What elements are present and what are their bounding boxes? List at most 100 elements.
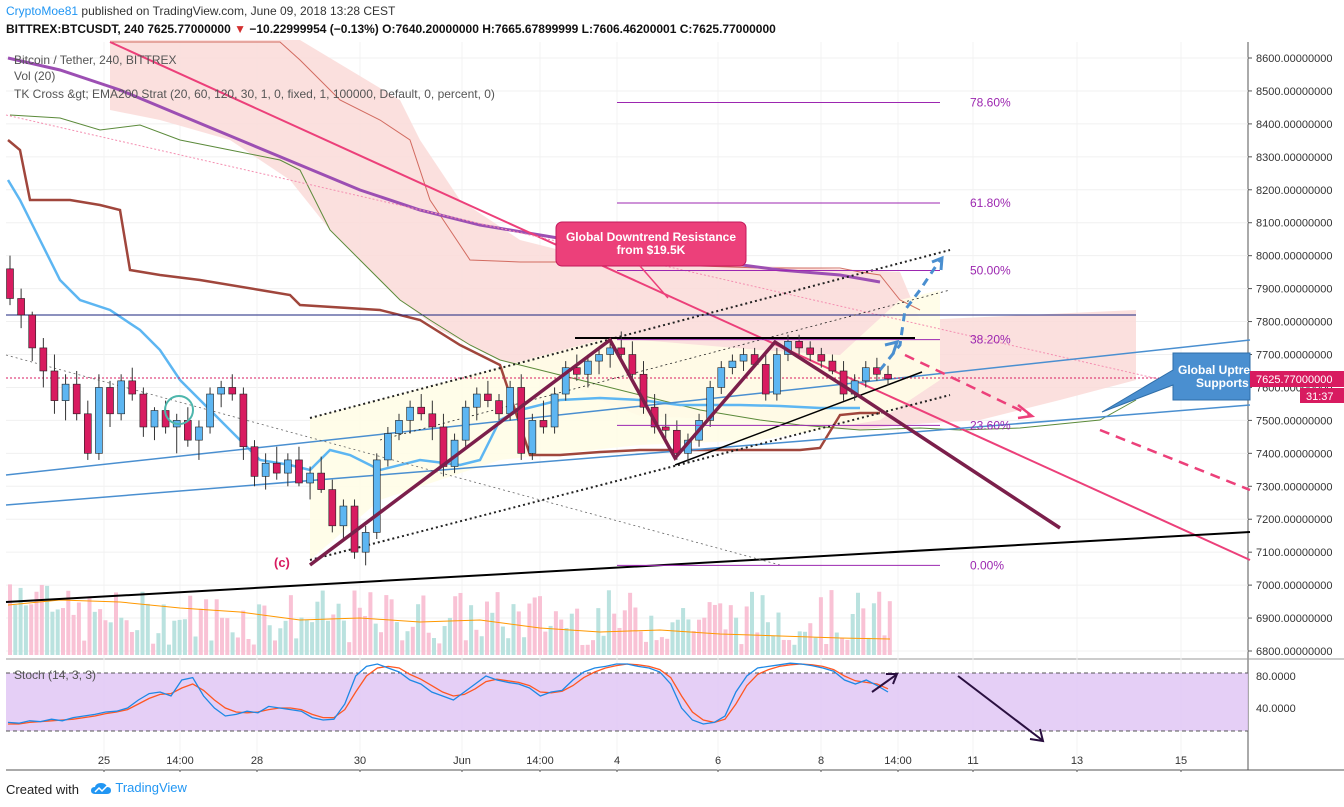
price-axis[interactable]: 8600.00000000 8500.00000000 8400.00000000 8…	[1248, 53, 1332, 658]
time-tick-label: 6	[715, 755, 721, 767]
candle-body	[72, 383, 81, 415]
stoch-arrows	[871, 673, 1045, 743]
candle-body	[761, 364, 770, 395]
candle-body	[517, 387, 526, 454]
candle-body	[673, 429, 681, 454]
volume-bars	[7, 584, 892, 655]
price-tick-label: 8400.00000000	[1256, 119, 1332, 131]
candle-body	[295, 459, 303, 484]
price-tick-label: 7400.00000000	[1256, 448, 1332, 460]
candle-body	[628, 354, 637, 375]
last-price-label: 7625.77000000	[1256, 374, 1332, 386]
candle-body	[228, 387, 237, 395]
ohlc-values: O:7640.20000000 H:7665.67899999 L:7606.4…	[382, 22, 776, 36]
wave-c-label: (c)	[274, 555, 290, 570]
price-tick-label: 7500.00000000	[1256, 415, 1332, 427]
candle-body	[317, 472, 325, 490]
fib-level-label: 61.80%	[970, 196, 1011, 210]
price-tick-label: 7100.00000000	[1256, 547, 1332, 559]
tradingview-logo-link[interactable]: TradingView	[90, 780, 187, 796]
candle-body	[472, 393, 481, 408]
candle-body	[706, 387, 714, 421]
fib-level-label: 38.20%	[970, 333, 1011, 347]
candle-body	[17, 298, 25, 316]
candle-body	[239, 393, 248, 448]
candle-body	[250, 446, 259, 477]
candle-body	[606, 347, 614, 355]
price-tick-label: 7900.00000000	[1256, 284, 1332, 296]
time-tick-label: 4	[614, 755, 620, 767]
volume-legend: Vol (20)	[14, 69, 55, 83]
candle-body	[795, 341, 803, 349]
last-price-tag: 7625.77000000 31:37	[1250, 371, 1344, 403]
price-tick-label: 7200.00000000	[1256, 514, 1332, 526]
stoch-lines	[7, 662, 889, 725]
author-link[interactable]: CryptoMoe81	[6, 4, 79, 18]
support-line-2: Supports	[1196, 376, 1249, 390]
fib-level-label: 50.00%	[970, 263, 1011, 277]
candle-body	[739, 354, 748, 362]
candle-body	[139, 393, 148, 428]
candle-body	[861, 367, 870, 382]
publish-line: CryptoMoe81 published on TradingView.com…	[6, 4, 395, 18]
price-tick-label: 6800.00000000	[1256, 646, 1332, 658]
candle-body	[439, 426, 448, 467]
published-text: published on TradingView.com, June 09, 2…	[81, 4, 396, 18]
candle-body	[806, 347, 815, 355]
time-tick-label: 30	[354, 755, 366, 767]
price-change: −10.22999954 (−0.13%)	[249, 22, 379, 36]
time-tick-label: 25	[98, 755, 110, 767]
candle-body	[361, 532, 370, 553]
fib-level-label: 0.00%	[970, 558, 1004, 572]
created-with-text: Created with	[6, 782, 79, 797]
candle-body	[728, 360, 737, 368]
candle-body	[461, 406, 470, 441]
price-tick-label: 8000.00000000	[1256, 251, 1332, 263]
indicator-lines	[6, 56, 881, 472]
down-arrow-icon: ▼	[234, 22, 247, 36]
price-tick-label: 8200.00000000	[1256, 185, 1332, 197]
candle-body	[395, 420, 403, 434]
candle-body	[506, 387, 514, 415]
time-tick-label: Jun	[453, 755, 471, 767]
candle-body	[117, 380, 125, 415]
candle-body	[873, 367, 881, 375]
footer: Created with TradingView	[0, 772, 1344, 807]
candle-body	[528, 420, 537, 454]
candle-body	[372, 459, 381, 533]
candle-body	[595, 354, 603, 362]
price-tick-label: 8300.00000000	[1256, 152, 1332, 164]
candle-body	[406, 406, 414, 421]
candle-body	[817, 354, 826, 362]
candle-body	[339, 505, 348, 527]
candle-body	[384, 433, 392, 461]
candle-body	[39, 347, 48, 372]
candle-body	[272, 462, 281, 474]
candle-body	[61, 383, 70, 401]
candle-body	[261, 462, 270, 477]
support-callout: Global Uptrend Supports	[1101, 352, 1265, 413]
candle-body	[50, 370, 59, 401]
fib-level-label: 78.60%	[970, 95, 1011, 109]
fib-level-label: 23.60%	[970, 418, 1011, 432]
candle-body	[661, 426, 670, 431]
candle-body	[6, 268, 14, 299]
resistance-line-2: from $19.5K	[617, 243, 686, 257]
fib-retracement: 78.60% 61.80% 50.00% 38.20% 23.60% 0.00%	[617, 95, 1011, 572]
candle-body	[539, 420, 548, 428]
analysis-drawings	[164, 255, 1251, 567]
candle-body	[495, 400, 503, 415]
stoch-axis: 80.0000 40.0000	[1256, 671, 1296, 715]
candle-body	[128, 380, 137, 395]
stoch-tick-label: 80.0000	[1256, 671, 1296, 683]
candle-body	[484, 393, 492, 401]
candle-body	[884, 373, 892, 380]
price-tick-label: 7300.00000000	[1256, 481, 1332, 493]
candle-body	[195, 426, 203, 441]
candle-body	[328, 489, 337, 527]
time-tick-label: 14:00	[526, 755, 554, 767]
candle-body	[206, 393, 214, 428]
countdown-label: 31:37	[1306, 391, 1334, 403]
candle-body	[417, 406, 426, 415]
